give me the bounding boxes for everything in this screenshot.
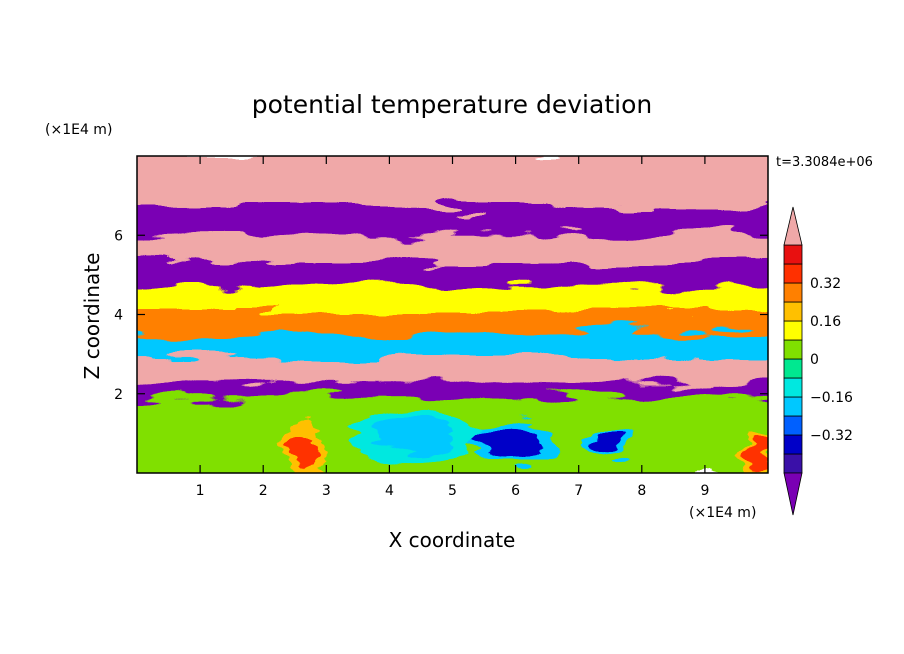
colorbar-box-6 [783, 339, 803, 360]
colorbar-box-8 [783, 301, 803, 322]
colorbar-box-1 [783, 434, 803, 455]
colorbar-label-4: −0.32 [810, 428, 853, 444]
colorbar: 0.32 0.16 0 −0.16 −0.32 [783, 206, 853, 516]
colorbar-box-10 [783, 263, 803, 284]
x-tick-label-4: 4 [385, 483, 394, 499]
colorbar-label-2: 0 [810, 352, 819, 368]
y-tick-label-4: 4 [114, 308, 123, 324]
colorbar-box-2 [783, 415, 803, 436]
colorbar-box-11 [783, 244, 803, 265]
time-label: t=3.3084e+06 [776, 155, 873, 170]
colorbar-box-3 [783, 396, 803, 417]
x-axis-unit: (×1E4 m) [689, 505, 756, 521]
y-axis-label: Z coordinate [80, 253, 104, 380]
colorbar-box-4 [783, 377, 803, 398]
x-tick-label-2: 2 [259, 483, 268, 499]
eddy-1 [594, 437, 627, 454]
x-tick-label-5: 5 [448, 483, 457, 499]
eddy-3 [745, 437, 765, 470]
x-tick-label-1: 1 [196, 483, 205, 499]
colorbar-box-9 [783, 282, 803, 303]
contour-field [137, 156, 768, 473]
x-tick-label-3: 3 [322, 483, 331, 499]
colorbar-bottom-arrow [783, 472, 803, 516]
y-axis: 2 4 6 [114, 228, 768, 403]
plot-area [136, 155, 769, 474]
x-tick-label-9: 9 [700, 483, 709, 499]
contour-band-0 [137, 156, 768, 216]
colorbar-top-arrow [783, 206, 803, 246]
y-axis-unit: (×1E4 m) [45, 122, 112, 138]
colorbar-box-5 [783, 358, 803, 379]
colorbar-label-1: 0.16 [810, 314, 841, 330]
colorbar-label-3: −0.16 [810, 390, 853, 406]
eddy-0 [477, 427, 541, 456]
colorbar-box-7 [783, 320, 803, 341]
x-tick-label-6: 6 [511, 483, 520, 499]
x-axis-label: X coordinate [389, 528, 516, 552]
x-tick-label-8: 8 [637, 483, 646, 499]
x-tick-label-7: 7 [574, 483, 583, 499]
x-axis: 1 2 3 4 5 6 7 8 9 [196, 156, 709, 499]
chart-title: potential temperature deviation [252, 90, 652, 119]
y-tick-label-6: 6 [114, 228, 123, 244]
eddy-4 [370, 415, 459, 452]
colorbar-label-0: 0.32 [810, 276, 841, 292]
eddy-2 [294, 429, 320, 470]
y-tick-label-2: 2 [114, 387, 123, 403]
colorbar-box-0 [783, 453, 803, 474]
